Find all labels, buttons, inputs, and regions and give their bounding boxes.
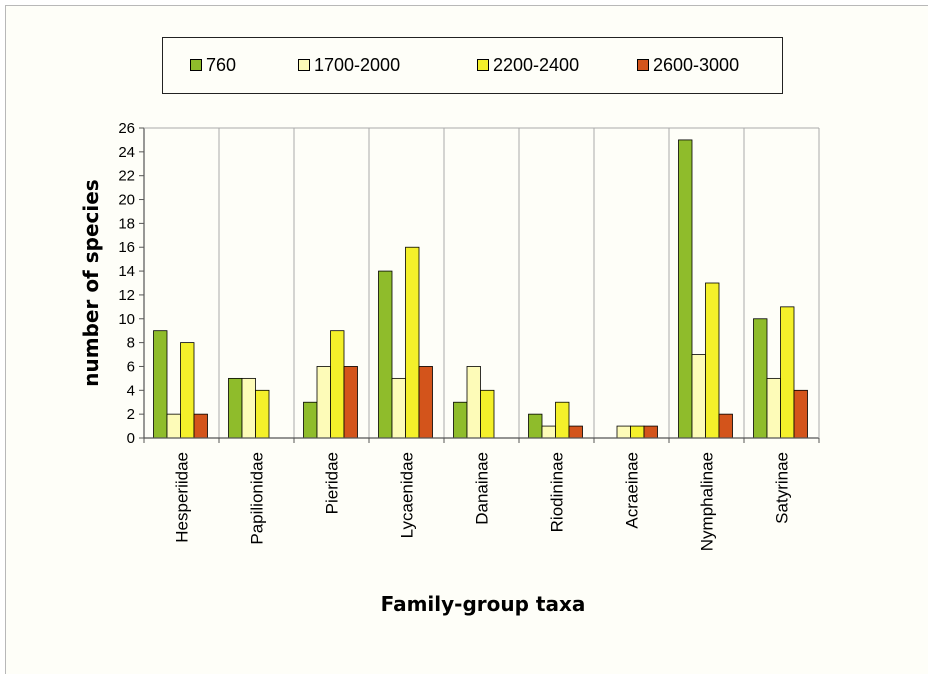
bar-danainae-760 — [453, 401, 468, 439]
legend-item-2600-3000: 2600-3000 — [637, 55, 739, 75]
bar-nymphalinae-760 — [678, 139, 693, 439]
bar-hesperiidae-2200-2400 — [180, 342, 195, 439]
legend-swatch-1700-2000 — [298, 59, 310, 71]
bar-pieridae-2600-3000 — [343, 366, 358, 439]
bar-hesperiidae-1700-2000 — [166, 413, 181, 439]
bar-acraeinae-1700-2000 — [616, 425, 631, 439]
y-tick-label: 0 — [127, 430, 135, 447]
bar-nymphalinae-1700-2000 — [691, 354, 706, 439]
y-axis-title: number of species — [79, 179, 103, 386]
bar-papilionidae-2200-2400 — [255, 389, 270, 439]
y-tick-label: 12 — [118, 287, 135, 304]
x-tick-label-danainae: Danainae — [473, 452, 492, 525]
bar-danainae-2200-2400 — [480, 389, 495, 439]
x-tick-label-acraeinae: Acraeinae — [623, 452, 642, 529]
bar-satyrinae-1700-2000 — [766, 377, 781, 439]
x-tick-label-satyrinae: Satyrinae — [773, 452, 792, 524]
bar-lycaenidae-1700-2000 — [391, 377, 406, 439]
bar-acraeinae-2600-3000 — [643, 425, 658, 439]
y-tick-label: 20 — [118, 192, 135, 209]
y-tick-label: 14 — [118, 263, 135, 280]
bar-nymphalinae-2200-2400 — [705, 282, 720, 439]
x-tick-label-riodininae: Riodininae — [548, 452, 567, 532]
bar-nymphalinae-2600-3000 — [718, 413, 733, 439]
bar-satyrinae-2600-3000 — [793, 389, 808, 439]
category-dividers — [218, 128, 745, 438]
bar-pieridae-760 — [303, 401, 318, 439]
bar-riodininae-1700-2000 — [541, 425, 556, 439]
legend-label-2200-2400: 2200-2400 — [493, 54, 580, 75]
y-tick-label: 18 — [118, 215, 135, 232]
bar-lycaenidae-2600-3000 — [418, 366, 433, 439]
bar-riodininae-2200-2400 — [555, 401, 570, 439]
bar-danainae-1700-2000 — [466, 366, 481, 439]
bar-satyrinae-2200-2400 — [780, 306, 795, 439]
bar-pieridae-1700-2000 — [316, 366, 331, 439]
legend-swatch-2200-2400 — [477, 59, 489, 71]
x-tick-label-pieridae: Pieridae — [323, 452, 342, 514]
legend-label-1700-2000: 1700-2000 — [314, 54, 401, 75]
legend-label-760: 760 — [206, 54, 237, 75]
y-tick-label: 10 — [118, 311, 135, 328]
legend-label-2600-3000: 2600-3000 — [653, 54, 740, 75]
y-tick-label: 26 — [118, 120, 135, 137]
bar-acraeinae-2200-2400 — [630, 425, 645, 439]
y-tick-label: 8 — [127, 335, 135, 352]
axes — [143, 127, 820, 443]
x-tick-label-papilionidae: Papilionidae — [248, 452, 267, 545]
y-tick-label: 24 — [118, 144, 135, 161]
bar-lycaenidae-760 — [378, 270, 393, 439]
y-tick-label: 6 — [127, 358, 135, 375]
x-tick-label-lycaenidae: Lycaenidae — [398, 452, 417, 538]
bar-pieridae-2200-2400 — [330, 330, 345, 439]
x-tick-label-nymphalinae: Nymphalinae — [698, 452, 717, 551]
bar-hesperiidae-760 — [153, 330, 168, 439]
x-tick-label-hesperiidae: Hesperiidae — [173, 452, 192, 543]
bar-hesperiidae-2600-3000 — [193, 413, 208, 439]
chart-legend: 760 1700-2000 2200-2400 2600-3000 — [162, 37, 783, 94]
y-tick-label: 4 — [127, 382, 135, 399]
bars — [153, 139, 808, 439]
x-axis-title: Family-group taxa — [381, 592, 586, 616]
x-tick-labels: Hesperiidae Papilionidae Pieridae Lycaenida… — [173, 452, 792, 551]
legend-item-2200-2400: 2200-2400 — [477, 55, 579, 75]
legend-swatch-2600-3000 — [637, 59, 649, 71]
bar-riodininae-760 — [528, 413, 543, 439]
y-tick-label: 2 — [127, 406, 135, 423]
bar-riodininae-2600-3000 — [568, 425, 583, 439]
legend-item-760: 760 — [190, 55, 236, 75]
bar-lycaenidae-2200-2400 — [405, 246, 420, 439]
legend-swatch-760 — [190, 59, 202, 71]
bar-satyrinae-760 — [753, 318, 768, 439]
y-tick-label: 22 — [118, 168, 135, 185]
bar-papilionidae-760 — [228, 377, 243, 439]
y-tick-label: 16 — [118, 239, 135, 256]
bar-papilionidae-1700-2000 — [241, 377, 256, 439]
legend-item-1700-2000: 1700-2000 — [298, 55, 400, 75]
